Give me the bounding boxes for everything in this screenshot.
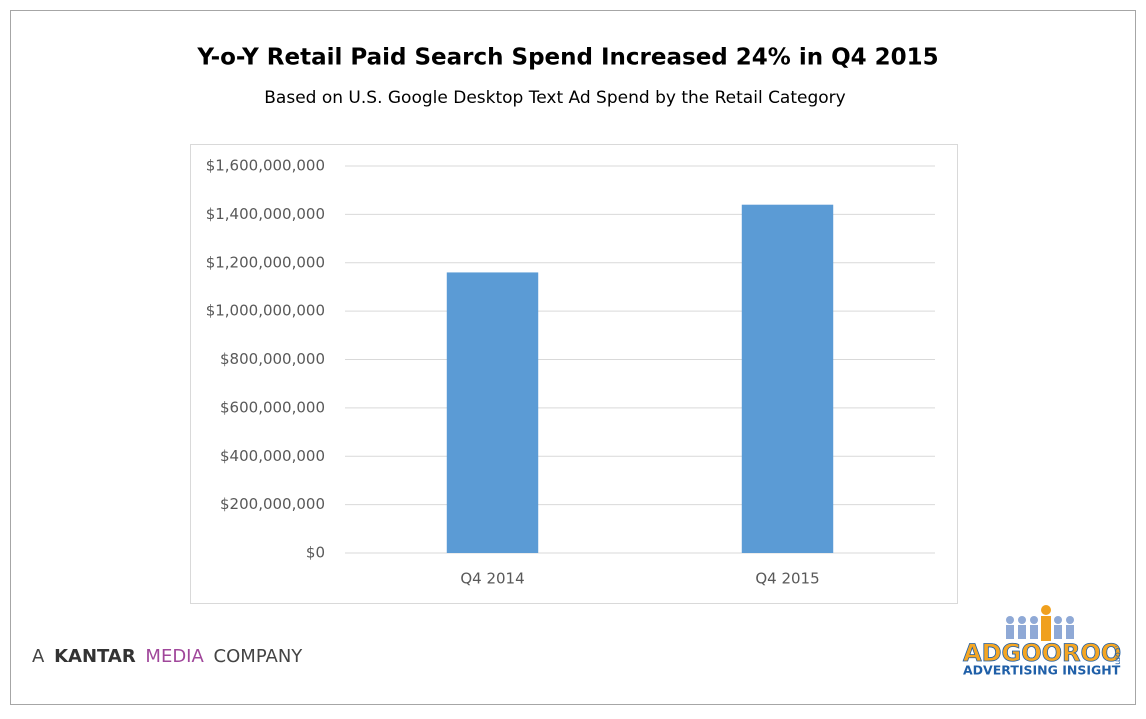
- kantar-company: COMPANY: [214, 646, 304, 667]
- adgooroo-gooroo: GOOROO: [1002, 639, 1122, 667]
- bar: [446, 272, 539, 553]
- y-tick-label: $1,000,000,000: [206, 302, 325, 320]
- y-tick-label: $400,000,000: [220, 447, 325, 465]
- y-tick-label: $800,000,000: [220, 350, 325, 368]
- chart-subtitle: Based on U.S. Google Desktop Text Ad Spe…: [264, 88, 845, 108]
- x-tick-label: Q4 2014: [460, 570, 524, 588]
- y-tick-label: $200,000,000: [220, 495, 325, 513]
- kantar-logo: A KANTAR MEDIA COMPANY: [32, 646, 303, 667]
- adgooroo-ad: AD: [963, 639, 1002, 667]
- kantar-kantar: KANTAR: [54, 646, 136, 667]
- y-tick-label: $0: [306, 544, 325, 562]
- kantar-a: A: [32, 646, 45, 667]
- bar: [741, 204, 834, 553]
- y-tick-label: $1,600,000,000: [206, 157, 325, 175]
- y-tick-label: $600,000,000: [220, 398, 325, 416]
- chart-title: Y-o-Y Retail Paid Search Spend Increased…: [196, 45, 938, 71]
- kantar-media: MEDIA: [145, 646, 204, 667]
- y-tick-label: $1,200,000,000: [206, 253, 325, 271]
- adgooroo-domain: .com: [1114, 645, 1123, 665]
- x-tick-label: Q4 2015: [755, 570, 819, 588]
- adgooroo-brand: ADGOOROO: [963, 639, 1121, 667]
- adgooroo-tagline: ADVERTISING INSIGHT: [963, 663, 1121, 678]
- y-tick-label: $1,400,000,000: [206, 205, 325, 223]
- plot: $0 $200,000,000 $400,000,000 $600,000,000 $8…: [206, 157, 935, 588]
- adgooroo-people: [1006, 605, 1074, 641]
